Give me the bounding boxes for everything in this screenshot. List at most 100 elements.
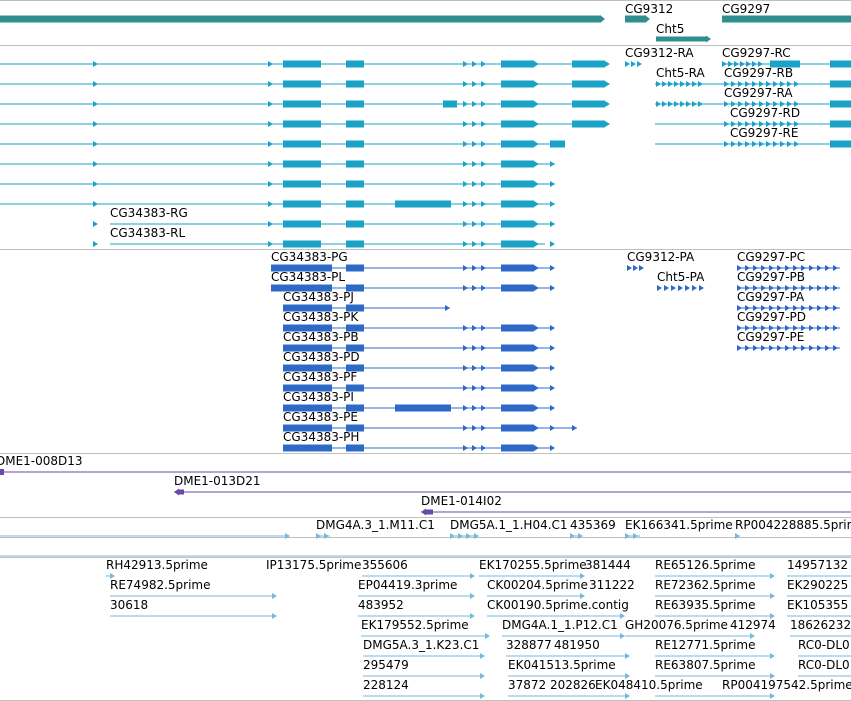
est-label[interactable]: RC0-DL0: [798, 658, 850, 672]
est-label[interactable]: RP004197542.5prime: [722, 678, 851, 692]
exon-block: [501, 140, 534, 148]
est-label[interactable]: RC0-DL0: [798, 638, 850, 652]
protein-label-cg34383-pf[interactable]: CG34383-PF: [283, 370, 358, 384]
transcript-label-cht5-ra[interactable]: Cht5-RA: [656, 66, 705, 80]
transcript-label-cg9312-ra[interactable]: CG9312-RA: [625, 46, 694, 60]
strand-arrow: [766, 121, 771, 127]
strand-arrow: [421, 508, 426, 516]
est-label[interactable]: CK00190.5prime.contig: [487, 598, 629, 612]
exon-block: [271, 264, 332, 272]
protein-label-cg34383-pl[interactable]: CG34383-PL: [271, 270, 346, 284]
est-label[interactable]: EK179552.5prime: [361, 618, 469, 632]
exon-block: [501, 344, 534, 352]
protein-label-cg9312-pa[interactable]: CG9312-PA: [627, 250, 695, 264]
est-label[interactable]: IP13175.5prime: [266, 558, 362, 572]
strand-arrow: [93, 141, 98, 147]
est-label[interactable]: 18626232: [790, 618, 851, 632]
est-label[interactable]: RE74982.5prime: [110, 578, 211, 592]
est-label[interactable]: 311222: [589, 578, 635, 592]
strand-arrow: [769, 265, 774, 271]
strand-arrow: [534, 365, 539, 371]
protein-label-cg34383-pi[interactable]: CG34383-PI: [283, 390, 354, 404]
est-label[interactable]: 295479: [363, 658, 409, 672]
transcript-label-cg34383-rg[interactable]: CG34383-RG: [110, 206, 188, 220]
exon-block: [395, 200, 451, 208]
transcript-label-cg34383-rl[interactable]: CG34383-RL: [110, 226, 186, 240]
est-label[interactable]: 481950: [554, 638, 600, 652]
protein-label-cg9297-pe[interactable]: CG9297-PE: [737, 330, 805, 344]
est-label[interactable]: EK048410.5prime: [595, 678, 703, 692]
strand-arrow: [770, 673, 775, 679]
transcript-label-cg9297-rc[interactable]: CG9297-RC: [722, 46, 791, 60]
clone-label-dme1-008d13[interactable]: DME1-008D13: [0, 454, 83, 468]
strand-arrow: [605, 121, 610, 127]
transcript-label-cg9297-rd[interactable]: CG9297-RD: [730, 106, 801, 120]
est-label[interactable]: 202826: [550, 678, 596, 692]
protein-label-cg34383-ph[interactable]: CG34383-PH: [283, 430, 360, 444]
exon-block: [346, 140, 364, 148]
est-label[interactable]: RH42913.5prime: [106, 558, 208, 572]
transcript-label-cg9297-ra[interactable]: CG9297-RA: [724, 86, 793, 100]
protein-label-cg9297-pa[interactable]: CG9297-PA: [737, 290, 805, 304]
protein-label-cg34383-pg[interactable]: CG34383-PG: [271, 250, 348, 264]
gene-label-cg9312[interactable]: CG9312: [625, 2, 674, 16]
est-label[interactable]: 228124: [363, 678, 409, 692]
est-label[interactable]: 381444: [585, 558, 631, 572]
protein-label-cht5-pa[interactable]: Cht5-PA: [657, 270, 705, 284]
strand-arrow: [759, 121, 764, 127]
est-label[interactable]: CK00204.5prime: [487, 578, 588, 592]
protein-label-cg9297-pd[interactable]: CG9297-PD: [737, 310, 807, 324]
est-label[interactable]: RE72362.5prime: [655, 578, 756, 592]
strand-arrow: [481, 365, 486, 371]
exon-block: [443, 100, 457, 108]
est-label[interactable]: DMG5A.3_1.K23.C1: [363, 638, 480, 652]
est-label[interactable]: EK166341.5prime: [625, 518, 733, 532]
transcript-label-cg9297-rb[interactable]: CG9297-RB: [724, 66, 794, 80]
strand-arrow: [481, 121, 486, 127]
est-label[interactable]: RP004228885.5prime: [735, 518, 851, 532]
strand-arrow: [793, 305, 798, 311]
est-label[interactable]: EK170255.5prime: [479, 558, 587, 572]
protein-label-cg34383-pd[interactable]: CG34383-PD: [283, 350, 360, 364]
est-label[interactable]: EK041513.5prime: [508, 658, 616, 672]
est-label[interactable]: 14957132: [787, 558, 849, 572]
gene-label-cg9297[interactable]: CG9297: [722, 2, 771, 16]
est-label[interactable]: 412974: [730, 618, 776, 632]
est-label[interactable]: RE63807.5prime: [655, 658, 756, 672]
strand-arrow: [785, 325, 790, 331]
est-label[interactable]: EK105355: [787, 598, 849, 612]
est-label[interactable]: 435369: [570, 518, 616, 532]
strand-arrow: [578, 533, 583, 539]
protein-label-cg34383-pb[interactable]: CG34383-PB: [283, 330, 359, 344]
est-label[interactable]: RE65126.5prime: [655, 558, 756, 572]
strand-arrow: [470, 573, 475, 579]
est-label[interactable]: 483952: [358, 598, 404, 612]
exon-block: [830, 80, 851, 88]
exon-block: [501, 240, 534, 248]
est-label[interactable]: RE12771.5prime: [655, 638, 756, 652]
est-label[interactable]: 355606: [362, 558, 408, 572]
est-label[interactable]: DMG5A.1_1.H04.C1: [450, 518, 568, 532]
est-label[interactable]: EP04419.3prime: [358, 578, 458, 592]
est-label[interactable]: 30618: [110, 598, 149, 612]
protein-label-cg34383-pj[interactable]: CG34383-PJ: [283, 290, 354, 304]
protein-label-cg9297-pc[interactable]: CG9297-PC: [737, 250, 806, 264]
protein-label-cg34383-pe[interactable]: CG34383-PE: [283, 410, 358, 424]
est-label[interactable]: 37872: [508, 678, 547, 692]
strand-arrow: [463, 241, 468, 247]
strand-arrow: [550, 405, 555, 411]
est-label[interactable]: GH20076.5prime: [625, 618, 728, 632]
est-label[interactable]: 328877: [506, 638, 552, 652]
est-label[interactable]: EK290225: [787, 578, 849, 592]
transcript-label-cg9297-re[interactable]: CG9297-RE: [730, 126, 799, 140]
est-label[interactable]: DMG4A.3_1.M11.C1: [316, 518, 435, 532]
clone-label-dme1-014i02[interactable]: DME1-014I02: [421, 494, 502, 508]
protein-label-cg9297-pb[interactable]: CG9297-PB: [737, 270, 806, 284]
est-label[interactable]: RE63935.5prime: [655, 598, 756, 612]
protein-label-cg34383-pk[interactable]: CG34383-PK: [283, 310, 359, 324]
clone-label-dme1-013d21[interactable]: DME1-013D21: [174, 474, 261, 488]
strand-arrow: [481, 181, 486, 187]
strand-arrow: [463, 141, 468, 147]
est-label[interactable]: DMG4A.1_1.P12.C1: [502, 618, 618, 632]
gene-label-cht5[interactable]: Cht5: [656, 22, 685, 36]
